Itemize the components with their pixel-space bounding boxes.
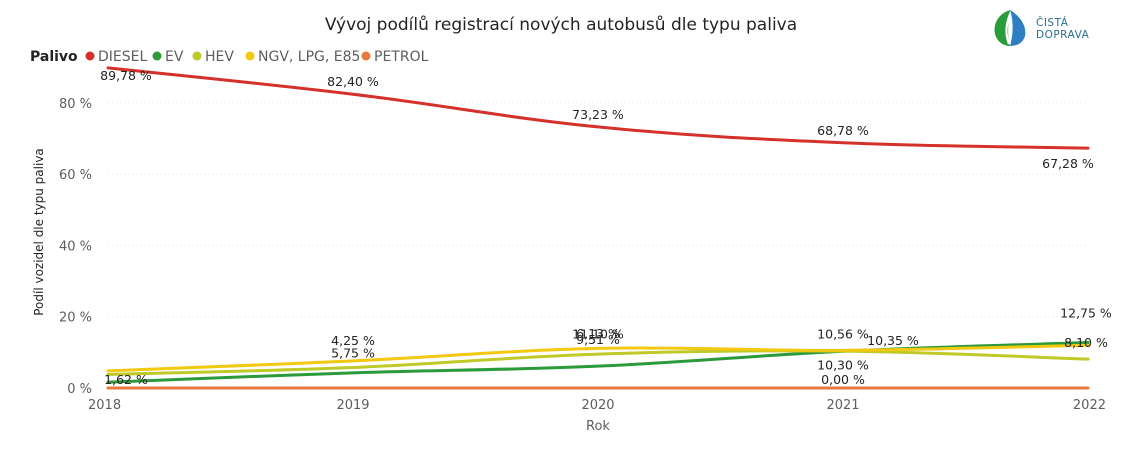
leaf-road-icon	[994, 10, 1026, 46]
legend-marker	[192, 51, 202, 61]
legend-label: HEV	[205, 49, 234, 65]
legend-label: PETROL	[374, 49, 429, 65]
data-label: 10,30 %	[817, 357, 869, 372]
y-axis: 0 % 20 % 40 % 60 % 80 %	[59, 97, 92, 397]
x-axis: 2018 2019 2020 2021 2022	[88, 398, 1106, 413]
series-lines	[106, 66, 1090, 390]
data-label: 6,13 %	[576, 326, 620, 341]
data-label: 5,75 %	[331, 346, 375, 361]
y-axis-label: Podíl vozidel dle typu paliva	[32, 148, 46, 316]
legend-label: DIESEL	[98, 49, 147, 65]
y-tick-label: 60 %	[59, 168, 92, 183]
x-tick-label: 2020	[581, 398, 614, 413]
data-label: 4,25 %	[331, 333, 375, 348]
legend-marker	[85, 51, 95, 61]
x-tick-label: 2022	[1073, 398, 1106, 413]
series-line-hev	[106, 349, 1090, 376]
legend: Palivo DIESEL EV HEV NGV, LPG, E85 PETROL	[30, 49, 429, 65]
legend-title: Palivo	[30, 49, 78, 65]
y-tick-label: 20 %	[59, 311, 92, 326]
series-line-ngv-lpg-e85	[106, 343, 1090, 373]
series-line-diesel	[106, 66, 1090, 150]
data-label: 0,00 %	[821, 372, 865, 387]
legend-item[interactable]: PETROL	[361, 49, 429, 65]
data-label: 9,51 %	[576, 332, 620, 347]
y-tick-label: 0 %	[67, 382, 92, 397]
data-labels: 89,78 % 82,40 % 73,23 % 68,78 % 67,28 % 1,62 …	[100, 68, 1112, 387]
grid	[108, 102, 1088, 318]
logo	[990, 8, 1100, 48]
legend-marker	[361, 51, 371, 61]
legend-marker	[245, 51, 255, 61]
chart-title: Vývoj podílů registrací nových autobusů …	[325, 15, 797, 35]
data-label: 12,75 %	[1060, 306, 1112, 321]
data-label: 82,40 %	[327, 74, 379, 89]
data-label: 8,10 %	[1064, 335, 1108, 350]
data-label: 11,10 %	[572, 326, 624, 341]
legend-marker	[152, 51, 162, 61]
legend-item[interactable]: DIESEL	[85, 49, 148, 65]
data-label: 10,56 %	[817, 326, 869, 341]
data-label: 68,78 %	[817, 123, 869, 138]
logo-line-1: ČISTÁ	[1036, 17, 1069, 29]
data-label: 89,78 %	[100, 68, 152, 83]
y-tick-label: 80 %	[59, 97, 92, 112]
data-label: 1,62 %	[104, 372, 148, 387]
legend-item[interactable]: EV	[152, 49, 184, 65]
legend-label: NGV, LPG, E85	[258, 49, 360, 65]
data-label: 73,23 %	[572, 107, 624, 122]
x-tick-label: 2021	[826, 398, 859, 413]
data-label: 10,35 %	[867, 333, 919, 348]
legend-item[interactable]: HEV	[192, 49, 235, 65]
logo-text: ČISTÁ DOPRAVA	[1036, 17, 1089, 41]
legend-label: EV	[165, 49, 184, 65]
x-tick-label: 2019	[336, 398, 369, 413]
y-tick-label: 40 %	[59, 239, 92, 254]
logo-line-2: DOPRAVA	[1036, 29, 1090, 41]
x-axis-label: Rok	[586, 419, 610, 434]
legend-item[interactable]: NGV, LPG, E85	[245, 49, 361, 65]
data-label: 67,28 %	[1042, 156, 1094, 171]
x-tick-label: 2018	[88, 398, 121, 413]
